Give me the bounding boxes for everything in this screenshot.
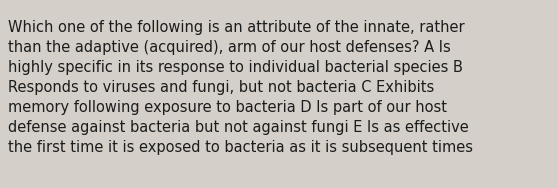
Text: Which one of the following is an attribute of the innate, rather
than the adapti: Which one of the following is an attribu…: [8, 20, 473, 155]
